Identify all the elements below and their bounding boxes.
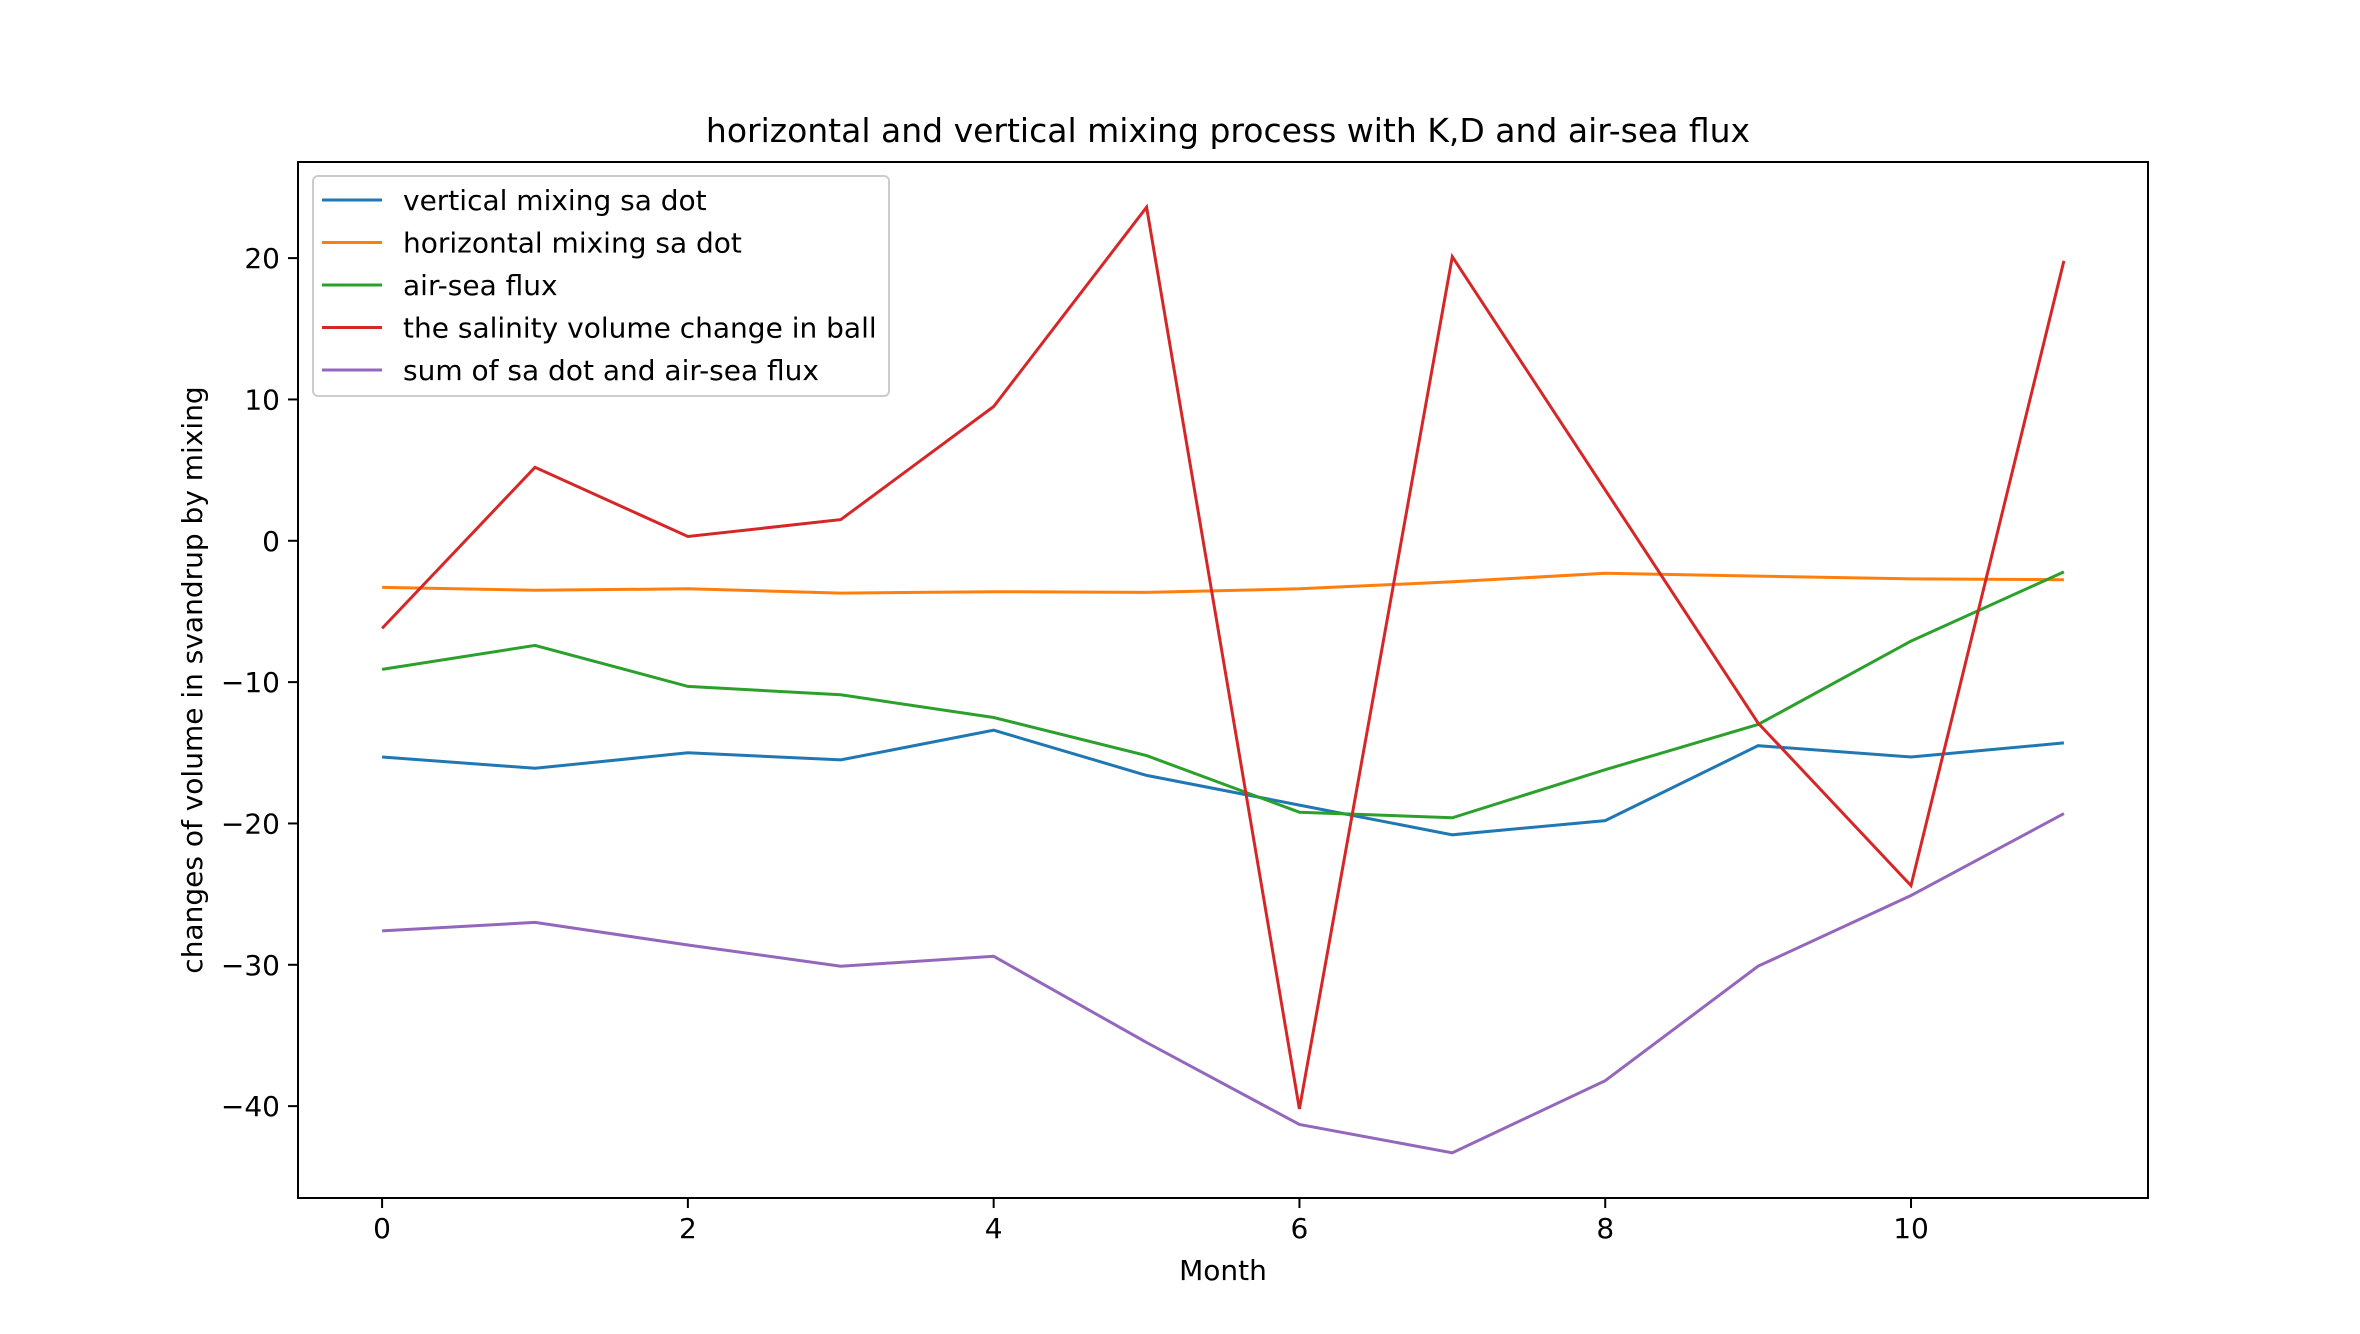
legend-label-1: vertical mixing sa dot [403,184,707,217]
series-line-5 [382,812,2065,1155]
x-tick-label: 8 [1596,1212,1614,1245]
x-axis-label: Month [1179,1254,1267,1287]
x-tick-label: 2 [679,1212,697,1245]
x-tick-label: 4 [985,1212,1003,1245]
series-line-3 [381,570,2065,820]
legend-label-2: horizontal mixing sa dot [403,227,742,260]
chart-title: horizontal and vertical mixing process w… [706,111,1750,150]
y-tick-label: −10 [221,666,280,699]
x-tick-label: 10 [1893,1212,1929,1245]
series-line-2 [382,571,2064,595]
legend-box [312,175,890,397]
x-tick-label: 0 [373,1212,391,1245]
y-tick-label: 20 [244,242,280,275]
legend-label-3: air-sea flux [403,269,558,302]
y-tick-label: −40 [221,1090,280,1123]
series-layer [381,203,2066,1155]
x-tick-label: 6 [1291,1212,1309,1245]
legend-label-4: the salinity volume change in ball [403,312,877,345]
y-axis-label: changes of volume in svandrup by mixing [176,386,209,973]
y-tick-label: 0 [262,525,280,558]
x-axis: 0 2 4 6 8 10 [373,1198,1929,1245]
y-tick-label: −20 [221,807,280,840]
legend-label-5: sum of sa dot and air-sea flux [403,354,819,387]
y-tick-label: 10 [244,383,280,416]
legend: vertical mixing sa dot horizontal mixing … [312,175,890,397]
series-line-1 [381,728,2065,837]
y-axis: −40 −30 −20 −10 0 10 20 [221,242,298,1123]
y-tick-label: −30 [221,949,280,982]
plot-frame [297,161,2149,1199]
series-line-4 [381,203,2066,1110]
